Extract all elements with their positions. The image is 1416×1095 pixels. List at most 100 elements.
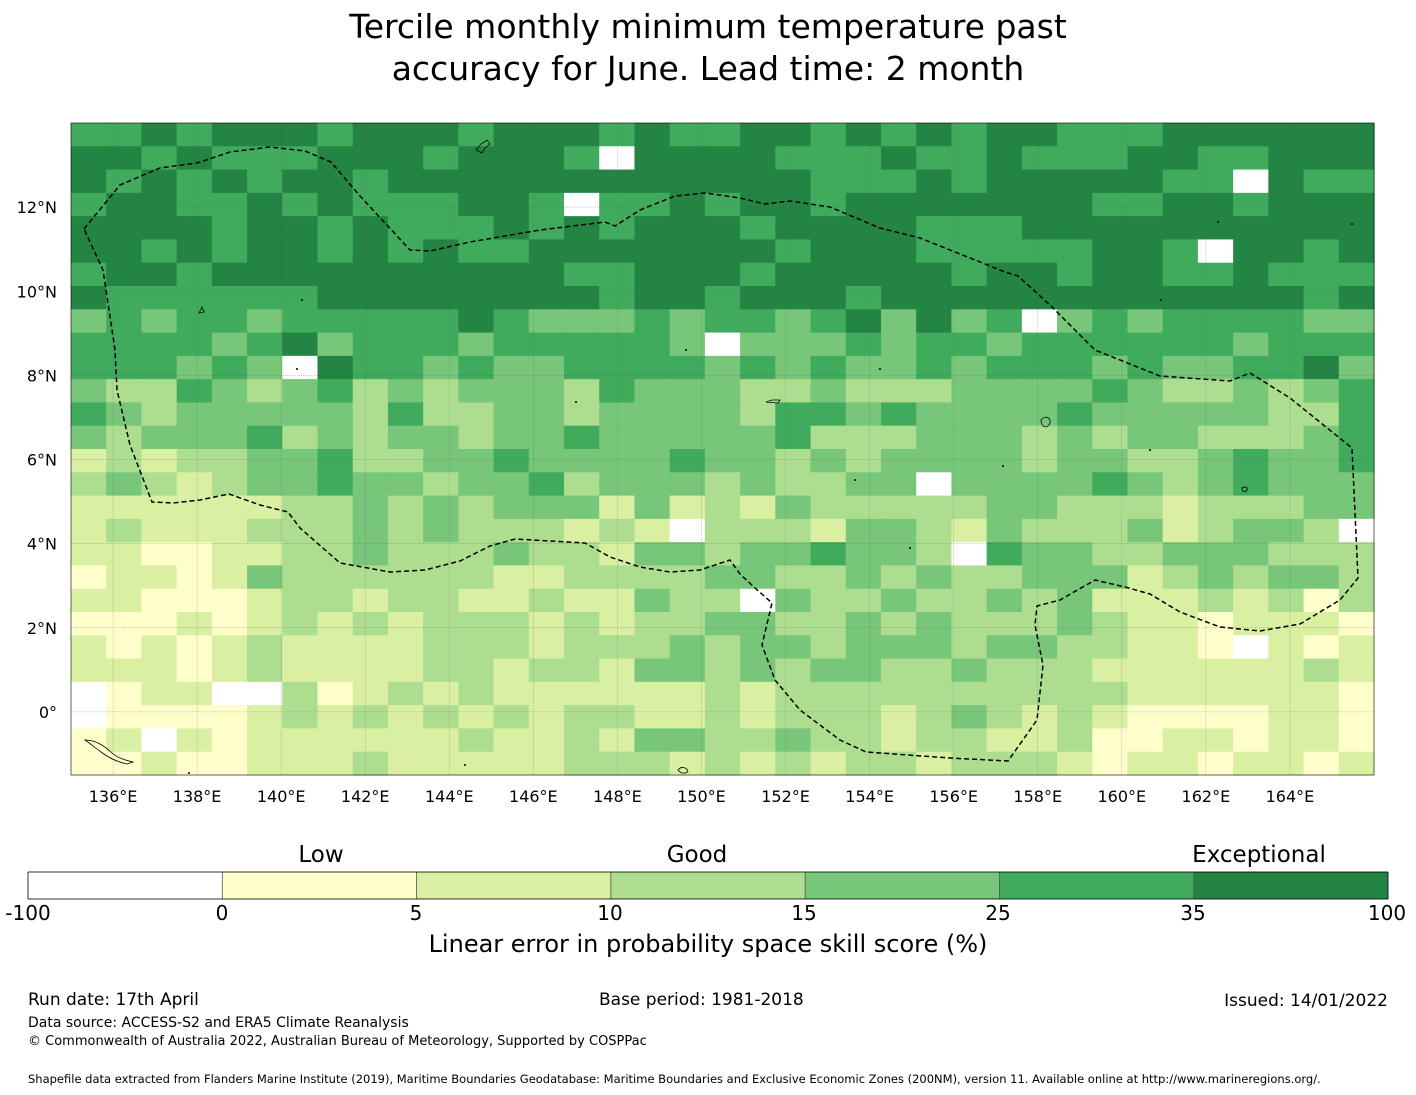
skill-cell bbox=[599, 216, 636, 241]
skill-cell bbox=[1092, 588, 1129, 613]
skill-cell bbox=[880, 332, 917, 357]
skill-cell bbox=[387, 123, 424, 147]
skill-cell bbox=[528, 728, 565, 753]
skill-cell bbox=[704, 332, 741, 357]
skill-cell bbox=[916, 728, 953, 753]
skill-cell bbox=[317, 681, 354, 706]
skill-cell bbox=[423, 588, 459, 613]
islet-marker bbox=[909, 547, 911, 549]
skill-cell bbox=[106, 728, 143, 753]
skill-cell bbox=[176, 262, 213, 287]
skill-cell bbox=[564, 379, 600, 404]
skill-cell bbox=[141, 681, 178, 706]
skill-cell bbox=[1092, 542, 1129, 567]
skill-cell bbox=[1092, 402, 1129, 427]
skill-cell bbox=[211, 612, 248, 636]
skill-cell bbox=[1092, 472, 1129, 497]
skill-cell bbox=[810, 681, 847, 706]
skill-cell bbox=[1338, 705, 1375, 730]
skill-cell bbox=[71, 192, 107, 217]
skill-cell bbox=[634, 518, 671, 543]
skill-cell bbox=[1021, 262, 1058, 287]
skill-cell bbox=[810, 449, 847, 473]
skill-cell bbox=[810, 751, 847, 776]
skill-cell bbox=[775, 681, 812, 706]
skill-cell bbox=[423, 192, 459, 217]
skill-cell bbox=[528, 518, 565, 543]
skill-cell bbox=[599, 658, 636, 683]
skill-cell bbox=[704, 518, 741, 543]
skill-cell bbox=[493, 542, 530, 567]
skill-cell bbox=[493, 355, 530, 380]
skill-cell bbox=[845, 728, 882, 753]
skill-cell bbox=[141, 472, 178, 497]
skill-cell bbox=[458, 262, 495, 287]
skill-cell bbox=[775, 612, 812, 636]
skill-cell bbox=[704, 588, 741, 613]
skill-cell bbox=[634, 728, 671, 753]
skill-cell bbox=[951, 379, 988, 404]
skill-cell bbox=[880, 262, 917, 287]
skill-cell bbox=[1233, 612, 1269, 636]
skill-cell bbox=[740, 681, 776, 706]
skill-cell bbox=[986, 728, 1023, 753]
skill-cell bbox=[669, 542, 706, 567]
skill-cell bbox=[1268, 216, 1305, 241]
skill-cell bbox=[1127, 216, 1164, 241]
skill-cell bbox=[845, 192, 882, 217]
skill-cell bbox=[141, 239, 178, 264]
skill-cell bbox=[810, 565, 847, 590]
skill-cell bbox=[775, 565, 812, 590]
skill-cell bbox=[1057, 169, 1093, 194]
skill-cell bbox=[1338, 588, 1375, 613]
skill-cell bbox=[1021, 309, 1058, 334]
skill-cell bbox=[1092, 216, 1129, 241]
skill-cell bbox=[493, 495, 530, 520]
skill-cell bbox=[458, 169, 495, 194]
skill-cell bbox=[951, 332, 988, 357]
skill-cell bbox=[951, 425, 988, 450]
skill-cell bbox=[599, 588, 636, 613]
skill-cell bbox=[176, 286, 213, 310]
skill-cell bbox=[423, 565, 459, 590]
skill-cell bbox=[1268, 332, 1305, 357]
skill-cell bbox=[1057, 705, 1093, 730]
skill-cell bbox=[141, 216, 178, 241]
skill-cell bbox=[1233, 518, 1269, 543]
skill-cell bbox=[247, 635, 283, 660]
skill-cell bbox=[634, 332, 671, 357]
skill-cell bbox=[317, 286, 354, 310]
skill-cell bbox=[106, 169, 143, 194]
skill-cell bbox=[880, 192, 917, 217]
skill-cell bbox=[528, 658, 565, 683]
skill-cell bbox=[599, 705, 636, 730]
skill-cell bbox=[1092, 379, 1129, 404]
skill-cell bbox=[986, 425, 1023, 450]
map-graticule bbox=[71, 123, 1374, 775]
skill-cell bbox=[141, 309, 178, 334]
skill-cell bbox=[528, 123, 565, 147]
skill-cell bbox=[1021, 169, 1058, 194]
skill-cell bbox=[951, 239, 988, 264]
skill-cell bbox=[71, 658, 107, 683]
skill-cell bbox=[141, 192, 178, 217]
skill-cell bbox=[423, 286, 459, 310]
skill-cell bbox=[247, 262, 283, 287]
skill-cell bbox=[1092, 262, 1129, 287]
skill-cell bbox=[1092, 169, 1129, 194]
skill-cell bbox=[704, 379, 741, 404]
skill-cell bbox=[1057, 658, 1093, 683]
skill-cell bbox=[317, 518, 354, 543]
skill-cell bbox=[106, 239, 143, 264]
skill-cell bbox=[599, 309, 636, 334]
skill-cell bbox=[423, 518, 459, 543]
skill-cell bbox=[493, 262, 530, 287]
skill-cell bbox=[1092, 123, 1129, 147]
skill-cell bbox=[458, 612, 495, 636]
skill-cell bbox=[1021, 542, 1058, 567]
skill-cell bbox=[951, 518, 988, 543]
skill-cell bbox=[1233, 239, 1269, 264]
skill-cell bbox=[1127, 425, 1164, 450]
skill-cell bbox=[282, 635, 319, 660]
skill-cell bbox=[352, 612, 389, 636]
